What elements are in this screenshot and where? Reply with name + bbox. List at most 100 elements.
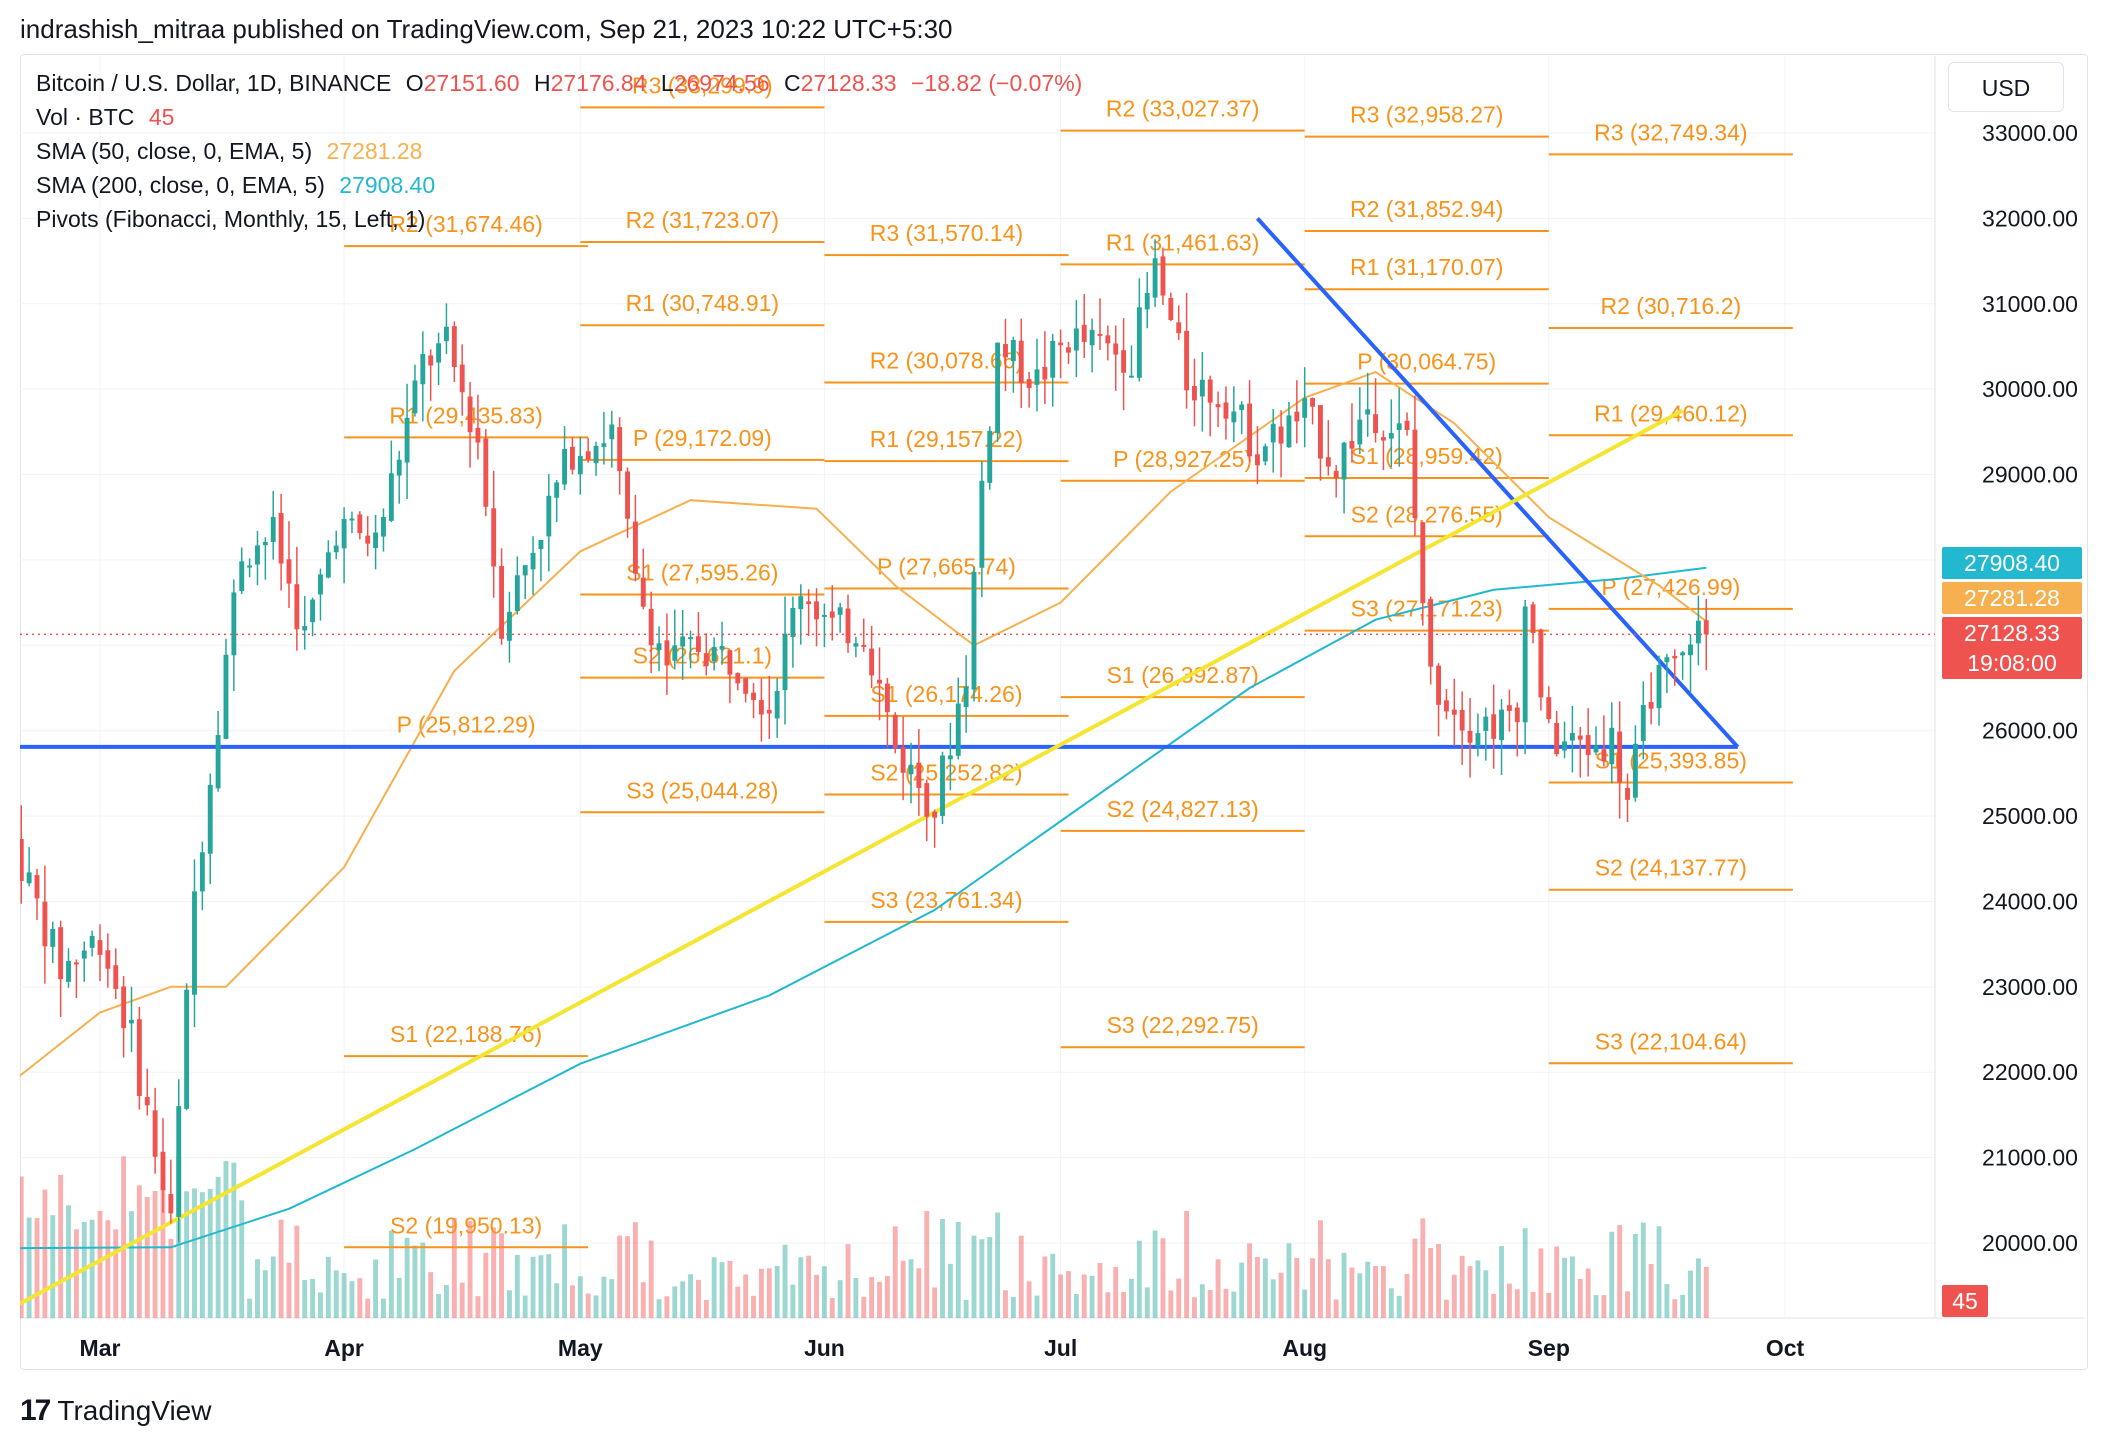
- volume-bar: [1688, 1270, 1693, 1318]
- legend-volume-row[interactable]: Vol · BTC 45: [36, 104, 182, 131]
- candle-body: [1491, 714, 1497, 739]
- legend-symbol[interactable]: Bitcoin / U.S. Dollar, 1D, BINANCE: [36, 70, 392, 96]
- volume-bar: [341, 1273, 347, 1318]
- volume-bar: [1231, 1291, 1237, 1318]
- pivot-label-r1: R1 (31,170.07): [1350, 254, 1503, 280]
- x-tick-label: Oct: [1766, 1335, 1805, 1361]
- volume-bar: [1105, 1292, 1111, 1318]
- volume-bar: [34, 1218, 40, 1318]
- y-tick-label: 31000.00: [1982, 291, 2078, 317]
- candle-body: [1420, 522, 1426, 604]
- candle-body: [632, 521, 638, 574]
- candle-body: [546, 495, 552, 537]
- candle-body: [373, 532, 379, 549]
- legend-low: 26974.56: [673, 70, 770, 96]
- volume-bar: [262, 1270, 268, 1318]
- volume-bar: [499, 1233, 505, 1318]
- candle-body: [42, 901, 48, 947]
- volume-bar: [97, 1210, 103, 1318]
- candle-body: [971, 571, 977, 690]
- candle-body: [1325, 457, 1331, 467]
- candle-body: [1341, 442, 1347, 480]
- candle-body: [1585, 735, 1591, 756]
- volume-bar: [987, 1237, 993, 1318]
- volume-bar: [688, 1274, 693, 1318]
- last-price-tag: 27128.33: [1942, 617, 2082, 649]
- volume-bar: [1349, 1267, 1355, 1318]
- volume-bar: [66, 1205, 71, 1318]
- candle-body: [1144, 292, 1150, 310]
- pivot-label-p: P (27,665.74): [877, 553, 1016, 579]
- candle-body: [719, 646, 725, 650]
- legend-symbol-row[interactable]: Bitcoin / U.S. Dollar, 1D, BINANCE O2715…: [36, 70, 1090, 97]
- candle-body: [1199, 379, 1205, 397]
- candle-body: [1632, 743, 1638, 798]
- volume-bar: [892, 1226, 898, 1318]
- pivot-label-s1: S1 (22,188.76): [390, 1021, 542, 1047]
- candle-body: [1010, 339, 1016, 362]
- candle-body: [223, 654, 229, 739]
- candle-body: [20, 839, 24, 882]
- tradingview-logo[interactable]: 17 TradingView: [20, 1394, 211, 1428]
- volume-bar: [837, 1280, 843, 1318]
- candle-body: [381, 517, 386, 537]
- pivot-label-r2: R2 (33,027.37): [1106, 96, 1259, 122]
- candle-body: [388, 473, 394, 521]
- volume-bar: [617, 1235, 623, 1318]
- candle-body: [1467, 730, 1473, 743]
- candle-body: [184, 989, 190, 1109]
- volume-bar: [1546, 1292, 1552, 1318]
- volume-bar: [1184, 1210, 1190, 1318]
- volume-bar: [1097, 1262, 1103, 1318]
- candle-body: [577, 455, 583, 475]
- pivot-label-s3: S3 (25,044.28): [626, 777, 778, 803]
- candle-body: [1538, 629, 1544, 698]
- publisher-line: indrashish_mitraa published on TradingVi…: [20, 14, 953, 44]
- candle-body: [1113, 343, 1119, 355]
- volume-bar: [11, 1220, 16, 1318]
- volume-bar: [963, 1299, 969, 1318]
- pivot-label-r3: R3 (32,749.34): [1594, 119, 1747, 145]
- volume-bar: [916, 1268, 922, 1318]
- candle-body: [1695, 620, 1701, 644]
- volume-bar: [1569, 1256, 1575, 1318]
- volume-bar: [160, 1173, 166, 1318]
- candle-body: [1262, 446, 1268, 462]
- pivot-label-r2: R2 (30,078.66): [870, 347, 1023, 373]
- volume-bar: [625, 1236, 630, 1318]
- legend-sma50-row[interactable]: SMA (50, close, 0, EMA, 5) 27281.28: [36, 138, 430, 165]
- volume-bar: [814, 1274, 819, 1318]
- legend-sma200: 27908.40: [339, 172, 436, 198]
- candle-body: [136, 1019, 142, 1096]
- legend-pivots-row[interactable]: Pivots (Fibonacci, Monthly, 15, Left, 1): [36, 206, 433, 233]
- pivot-label-p: P (29,172.09): [633, 425, 772, 451]
- volume-bar: [1270, 1279, 1276, 1318]
- volume-bar: [1081, 1274, 1087, 1318]
- candle-body: [34, 875, 40, 899]
- currency-button[interactable]: USD: [1948, 62, 2064, 112]
- candle-body: [436, 343, 442, 363]
- sma50-line: [20, 370, 1707, 1077]
- candle-body: [900, 746, 906, 773]
- candle-body: [247, 565, 253, 568]
- candle-body: [1026, 379, 1032, 388]
- candle-body: [1294, 411, 1300, 422]
- volume-tag: 45: [1942, 1285, 1988, 1317]
- volume-bar: [1073, 1293, 1079, 1318]
- volume-bar: [42, 1189, 48, 1318]
- volume-bar: [743, 1274, 749, 1318]
- volume-bar: [1380, 1266, 1386, 1318]
- candle-body: [1302, 398, 1308, 418]
- candle-body: [499, 566, 505, 639]
- volume-bar: [522, 1295, 528, 1318]
- candle-body: [538, 539, 544, 550]
- candle-body: [160, 1151, 166, 1191]
- candle-body: [412, 380, 418, 414]
- legend-sma200-row[interactable]: SMA (200, close, 0, EMA, 5) 27908.40: [36, 172, 443, 199]
- candle-body: [514, 575, 520, 612]
- volume-bar: [1199, 1284, 1205, 1318]
- volume-bar: [325, 1256, 331, 1318]
- candle-body: [428, 355, 434, 366]
- volume-bar: [207, 1188, 213, 1318]
